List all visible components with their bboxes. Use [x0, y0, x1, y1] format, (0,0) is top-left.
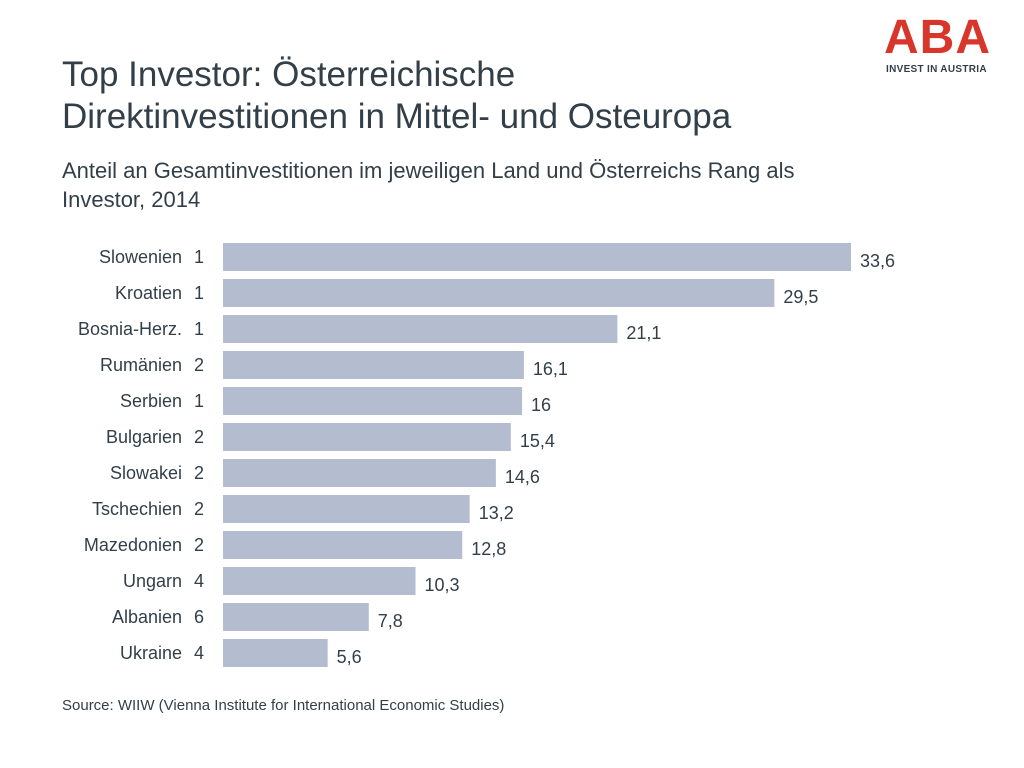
rank-label: 6: [194, 607, 204, 627]
category-label: Ukraine: [120, 643, 182, 663]
page-title: Top Investor: Österreichische Direktinve…: [62, 54, 882, 138]
rank-label: 4: [194, 571, 204, 591]
value-label: 15,4: [520, 431, 555, 451]
rank-label: 1: [194, 247, 204, 267]
bar: [223, 243, 851, 271]
rank-label: 2: [194, 427, 204, 447]
category-label: Albanien: [112, 607, 182, 627]
bar: [223, 603, 369, 631]
title-line-1: Top Investor: Österreichische: [62, 55, 516, 94]
category-label: Serbien: [120, 391, 182, 411]
aba-logo: ABA INVEST IN AUSTRIA: [884, 14, 998, 76]
bar: [223, 495, 470, 523]
value-label: 29,5: [783, 287, 818, 307]
title-line-2: Direktinvestitionen in Mittel- und Osteu…: [62, 97, 732, 136]
category-label: Kroatien: [115, 283, 182, 303]
subtitle-line-2: Investor, 2014: [62, 187, 201, 212]
value-label: 21,1: [626, 323, 661, 343]
value-label: 10,3: [425, 575, 460, 595]
value-label: 5,6: [337, 647, 362, 667]
category-label: Slowakei: [110, 463, 182, 483]
category-label: Bulgarien: [106, 427, 182, 447]
bar: [223, 423, 511, 451]
value-label: 14,6: [505, 467, 540, 487]
bar: [223, 567, 416, 595]
subtitle-line-1: Anteil an Gesamtinvestitionen im jeweili…: [62, 158, 795, 183]
bar: [223, 351, 524, 379]
value-label: 13,2: [479, 503, 514, 523]
category-label: Rumänien: [100, 355, 182, 375]
bar: [223, 459, 496, 487]
rank-label: 2: [194, 355, 204, 375]
source-note: Source: WIIW (Vienna Institute for Inter…: [62, 697, 505, 714]
rank-label: 1: [194, 283, 204, 303]
bar: [223, 387, 523, 415]
value-label: 16,1: [533, 359, 568, 379]
value-label: 33,6: [860, 251, 895, 271]
logo-tagline: INVEST IN AUSTRIA: [886, 64, 987, 75]
bar: [223, 315, 618, 343]
bar: [223, 639, 328, 667]
bar-chart: Slowenien 1 33,6 Kroatien 1 29,5 Bosnia-Herz. 1…: [78, 243, 895, 667]
category-label: Ungarn: [123, 571, 182, 591]
chart-subtitle: Anteil an Gesamtinvestitionen im jeweili…: [62, 156, 962, 214]
category-label: Mazedonien: [84, 535, 182, 555]
bar: [223, 279, 775, 307]
logo-wordmark: ABA: [884, 11, 991, 64]
value-label: 12,8: [471, 539, 506, 559]
rank-label: 1: [194, 391, 204, 411]
category-label: Bosnia-Herz.: [78, 319, 182, 339]
rank-label: 2: [194, 535, 204, 555]
category-label: Tschechien: [92, 499, 182, 519]
rank-label: 2: [194, 463, 204, 483]
value-label: 16: [531, 395, 551, 415]
category-label: Slowenien: [99, 247, 182, 267]
rank-label: 2: [194, 499, 204, 519]
value-label: 7,8: [378, 611, 403, 631]
rank-label: 4: [194, 643, 204, 663]
rank-label: 1: [194, 319, 204, 339]
bar: [223, 531, 463, 559]
